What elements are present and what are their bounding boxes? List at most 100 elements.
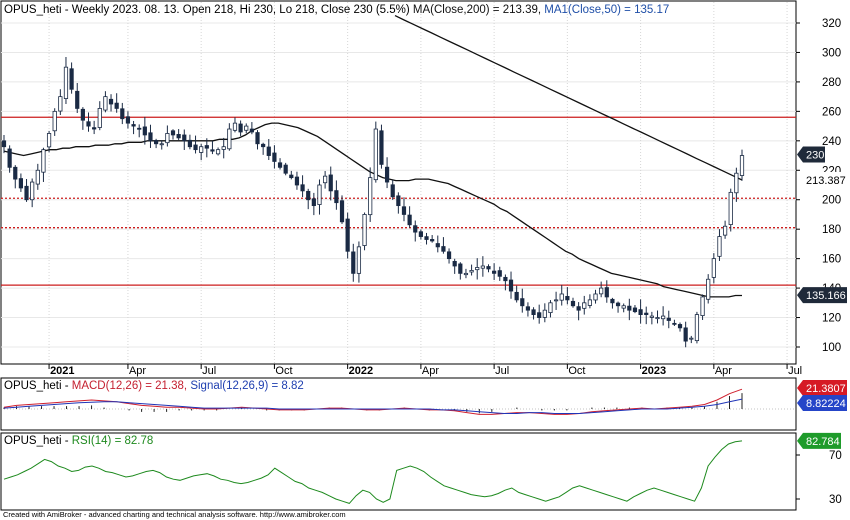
macd-tag-text: 21.3807 [806,383,846,395]
date-tick-label: Jul [202,365,216,377]
candle-body [103,96,108,111]
macd-title-macd: MACD(12,26) = 21.38, [72,380,187,392]
date-tick-label: 2021 [50,365,74,377]
date-tick-label: Oct [568,365,585,377]
candle-body [63,66,69,99]
candle-body [401,206,407,215]
candle-body [46,133,52,148]
candle-body [272,152,277,162]
candle-body [463,272,469,276]
macd-title-signal: Signal(12,26,9) = 8.82 [187,380,304,392]
candle-body [69,68,74,90]
rsi-tick-label: 70 [829,450,842,462]
candle-body [711,258,716,278]
price-tick-label: 320 [822,18,841,30]
price-gridlines [1,2,796,363]
candle-body [458,263,463,274]
candle-body [694,314,700,342]
candle-body [1,140,7,148]
candle-body [452,260,457,267]
candle-body [565,296,570,301]
ma200-tag: 213.387 [797,171,847,188]
ma200-line [394,15,743,181]
price-panel: 100120140160180200220240260280300320 230… [0,0,847,365]
rsi-title-prefix: OPUS_heti - [4,435,72,447]
candle-body [627,305,632,311]
candle-body [446,251,452,260]
rsi-panel-border [0,432,797,511]
candle-body [655,317,660,320]
candle-body [379,130,384,165]
ma50-tag-text: 135.166 [806,290,846,302]
candle-body [689,337,694,340]
macd-panel: 21.3807 8.82224 OPUS_heti - MACD(12,26) =… [0,377,847,431]
candle-body [492,270,497,274]
date-tick-label: Apr [422,365,439,377]
candle-body [311,198,316,207]
candle-body [210,149,215,152]
date-tick-label: Apr [715,365,732,377]
candle-body [480,265,485,269]
candle-body [621,305,626,309]
candle-body [97,108,102,128]
candle-body [390,184,395,198]
date-axis: 2021 Apr Jul Oct 2022 Apr Jul Oct 2023 Apr Jul [48,364,802,377]
candle-body [182,134,187,142]
candle-body [649,315,654,318]
price-tick-label: 120 [822,313,841,325]
candle-body [542,309,547,318]
candle-body [52,110,57,132]
date-tick-label: 2023 [642,365,666,377]
candle-body [739,155,745,176]
rsi-tick-label: 30 [829,494,842,506]
ma50-line [3,122,742,298]
macd-title: OPUS_heti - MACD(12,26) = 21.38, Signal(… [4,380,304,392]
candle-body [249,128,254,133]
candle-body [35,169,40,185]
rsi-title: OPUS_heti - RSI(14) = 82.78 [4,435,153,447]
price-tick-label: 280 [822,77,841,89]
candle-body [7,148,12,168]
date-tick-label: Jul [788,365,802,377]
price-title-ma200: MA(Close,200) = 213.39, [413,4,541,16]
price-tick-label: 160 [822,254,841,266]
candle-body [58,96,63,112]
candle-body [328,174,333,192]
candle-body [356,246,362,274]
candle-body [199,146,204,153]
candle-body [728,191,733,225]
candle-body [537,312,542,318]
candle-body [599,287,604,295]
candle-body [75,90,80,109]
rsi-line-path [3,440,743,504]
candle-body [373,128,378,181]
candle-body [215,149,221,155]
candle-body [666,317,671,321]
candle-body [266,146,271,156]
candle-body [232,122,238,131]
candle-body [435,243,440,248]
date-tick-label: Oct [275,365,292,377]
rsi-line [3,440,743,504]
candle-body [13,166,18,180]
candle-body [677,324,683,329]
candle-body [294,176,300,186]
candle-body [384,166,390,183]
macd-value-tags: 21.3807 8.82224 [797,380,847,411]
signal-tag: 8.82224 [797,395,847,411]
candle-body [323,175,328,184]
candle-body [154,140,159,145]
price-tick-label: 300 [822,47,841,59]
candle-body [283,164,288,174]
price-title: OPUS_heti - Weekly 2023. 08. 13. Open 21… [4,4,669,16]
candle-body [187,139,193,148]
candle-body [413,225,418,233]
candle-body [300,184,305,192]
rsi-title-value: RSI(14) = 82.78 [72,435,154,447]
candle-body [92,127,97,130]
candle-body [632,307,638,313]
candle-body [559,293,564,301]
macd-title-prefix: OPUS_heti - [4,380,72,392]
candle-body [345,218,350,252]
price-tick-label: 260 [822,106,841,118]
